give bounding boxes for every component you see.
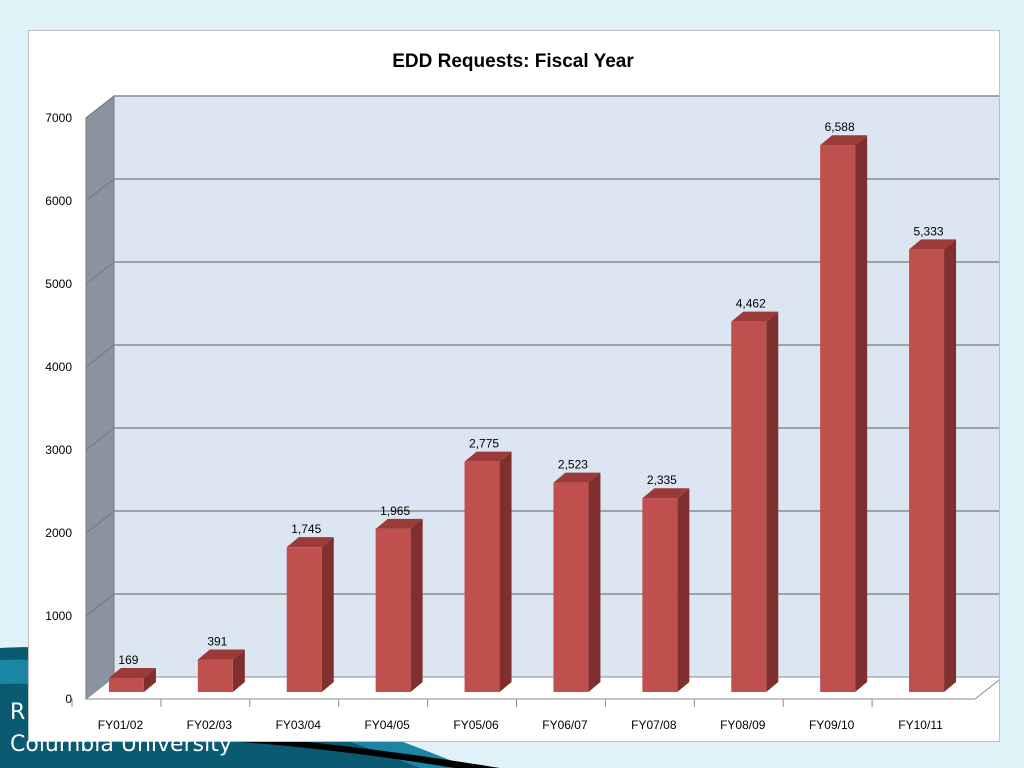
bar-front [731,321,767,692]
y-axis: 0 1000 2000 3000 4000 5000 6000 7000 [45,111,72,706]
bar-top [375,518,423,529]
y-tick-label: 6000 [45,194,72,208]
plot-side-wall [85,94,115,701]
bar [286,537,334,692]
bar [731,311,779,692]
bar [108,667,156,692]
bar-front [286,547,322,692]
bar-side [232,649,245,692]
bar [375,518,423,692]
footer-university-name: Columbia University [10,732,232,757]
bar-front [464,461,500,692]
bar [553,472,601,692]
x-tick-label: FY10/11 [898,718,943,732]
data-label: 391 [207,635,227,649]
bar-top [731,311,779,322]
x-tick-label: FY04/05 [364,718,410,732]
data-label: 6,588 [825,120,855,134]
x-tick-label: FY09/10 [809,718,855,732]
gridline-side [85,344,115,368]
x-tick-label: FY01/02 [98,718,144,732]
bar-top [464,451,512,462]
y-tick-label: 0 [65,692,72,706]
bar-front [553,482,589,692]
data-label: 4,462 [736,297,766,311]
y-tick-label: 3000 [45,443,72,457]
data-labels: 169 391 1,745 1,965 2,775 2,523 2,335 4,462 6,58… [118,120,943,667]
bar-side [499,451,512,692]
data-label: 169 [118,653,138,667]
data-label: 2,523 [558,458,588,472]
x-tick-label: FY02/03 [187,718,233,732]
bar-side [321,537,334,692]
data-label: 2,335 [647,473,677,487]
bar-front [108,677,144,692]
y-tick-label: 7000 [45,111,72,125]
gridline-side [85,178,115,202]
bar-top [197,649,245,660]
bar-top [286,537,334,548]
footer-text: R [10,700,26,725]
bar-series [108,135,957,693]
gridline-side [85,510,115,534]
bar-side [766,311,779,692]
data-label: 5,333 [914,224,944,238]
bar-top [108,667,156,678]
chart-frame: EDD Requests: Fiscal Year 0 1000 2000 3000 4… [28,30,1000,742]
y-tick-label: 2000 [45,526,72,540]
x-tick-label: FY08/09 [720,718,766,732]
bar [820,135,868,693]
bar-front [820,145,856,693]
bar-chart: EDD Requests: Fiscal Year 0 1000 2000 3000 4… [45,51,999,732]
x-tick-label: FY03/04 [276,718,322,732]
chart-title: EDD Requests: Fiscal Year [392,51,634,72]
bar-side [143,667,156,692]
bar-top [642,488,690,499]
y-tick-label: 4000 [45,360,72,374]
bar-side [677,488,690,692]
bar-front [197,659,233,692]
bar-top [909,239,957,250]
bar-front [375,528,411,692]
bar [464,451,512,692]
x-tick-label: FY06/07 [542,718,588,732]
bar-side [855,135,868,693]
bar-front [642,498,678,692]
y-tick-label: 5000 [45,277,72,291]
bar [642,488,690,692]
data-label: 1,965 [380,504,410,518]
bar [197,649,245,692]
bar-top [553,472,601,483]
bar-side [588,472,601,692]
bar-side [410,518,423,692]
gridline-side [85,427,115,451]
y-tick-label: 1000 [45,609,72,623]
gridline-side [85,261,115,285]
x-tick-label: FY05/06 [453,718,499,732]
data-label: 2,775 [469,437,499,451]
bar [909,239,957,692]
bar-front [909,249,945,692]
gridline-side [85,593,115,617]
bar-side [944,239,957,692]
black-stripe [240,736,500,768]
bar-top [820,135,868,146]
x-axis: FY01/02 FY02/03 FY03/04 FY04/05 FY05/06 FY06/… [71,699,943,732]
x-tick-label: FY07/08 [631,718,677,732]
gridline-side [85,95,115,119]
data-label: 1,745 [291,522,321,536]
